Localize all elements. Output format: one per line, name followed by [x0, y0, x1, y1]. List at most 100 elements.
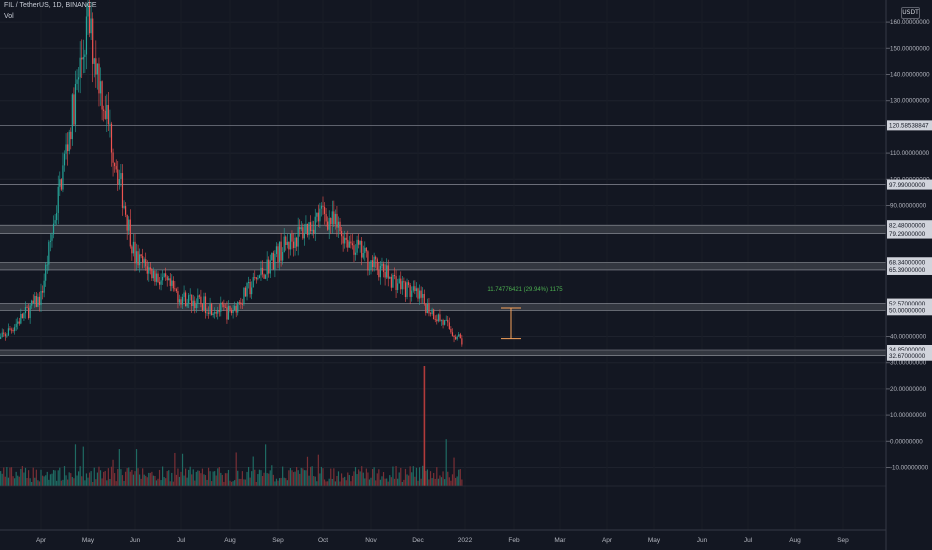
candle-body: [178, 299, 181, 303]
candle-body: [211, 303, 213, 316]
price-axis-labels: 120.58538847 97.99000000 82.48000000 79.290…: [887, 120, 932, 361]
volume-bar: [368, 479, 371, 486]
volume-bar: [214, 471, 216, 486]
volume-bar: [148, 472, 150, 486]
candle-body: [422, 293, 424, 298]
volume-bar: [392, 466, 394, 486]
candle-body: [82, 57, 84, 60]
volume-bar: [106, 480, 108, 486]
candle-body: [447, 319, 449, 323]
candle-body: [303, 233, 305, 239]
volume-bar: [278, 478, 281, 486]
volume-bar: [142, 468, 144, 486]
candle-body: [32, 300, 34, 304]
candle-body: [166, 276, 168, 281]
volume-bar: [348, 475, 350, 486]
volume-bar: [400, 467, 402, 486]
volume-bar: [246, 471, 248, 486]
price-label-box: [887, 220, 932, 231]
candle-body: [317, 212, 319, 222]
candle-body: [120, 173, 122, 179]
candle-body: [40, 290, 42, 306]
volume-bar: [192, 469, 194, 486]
horizontal-levels: [0, 124, 886, 185]
x-tick-label: Nov: [365, 537, 377, 544]
candle-body: [78, 77, 80, 80]
candle-body: [386, 265, 388, 278]
volume-bar: [288, 470, 290, 486]
volume-bar: [234, 480, 236, 486]
price-axis[interactable]: 160.00000000 150.00000000 140.00000000 130.…: [886, 19, 930, 472]
volume-bar: [65, 475, 67, 486]
candle-body: [361, 240, 363, 258]
candle-body: [131, 246, 133, 254]
candle-body: [291, 233, 293, 242]
volume-bar: [261, 476, 264, 486]
volume-bar: [299, 473, 301, 486]
volume-bar: [448, 477, 450, 486]
volume-bar: [451, 474, 454, 486]
volume-bar: [311, 466, 313, 486]
volume-bar: [132, 474, 135, 486]
volume-bar: [114, 473, 116, 486]
volume-bar: [9, 467, 11, 486]
candle-body: [316, 212, 318, 217]
currency-badge[interactable]: USDT: [901, 7, 920, 19]
volume-bar: [117, 469, 119, 486]
volume-bar: [10, 467, 13, 486]
volume-bar: [283, 477, 285, 486]
volume-bar: [350, 481, 352, 486]
candle-body: [12, 329, 14, 332]
volume-bar: [201, 468, 204, 486]
volume-bar: [450, 480, 452, 486]
candle-body: [362, 253, 364, 258]
volume-legend: Vol: [4, 13, 14, 20]
candle-body: [420, 290, 422, 298]
volume-bar: [149, 472, 151, 486]
volume-bar: [112, 459, 114, 486]
candle-body: [10, 329, 13, 331]
volume-bar: [272, 474, 274, 486]
price-label: 68.34000000: [889, 259, 926, 266]
candle-body: [459, 334, 461, 339]
candle-body: [101, 81, 103, 110]
volume-bar: [316, 481, 318, 486]
volume-bar: [425, 470, 427, 486]
candle-body: [398, 278, 400, 284]
candle-body: [195, 303, 197, 309]
candle-body: [140, 254, 142, 257]
volume-bar: [177, 468, 179, 486]
candle-body: [62, 165, 64, 190]
symbol-title[interactable]: FIL / TetherUS, 1D, BINANCE: [4, 2, 97, 9]
volume-bar: [131, 469, 133, 486]
time-axis[interactable]: Apr May Jun Jul Aug Sep Oct Nov Dec 2022 Feb Mar Apr…: [36, 537, 849, 544]
volume-bar: [140, 478, 142, 486]
volume-bar: [204, 475, 207, 486]
volume-bar: [395, 466, 397, 486]
volume-bar: [269, 470, 271, 486]
candle-body: [347, 239, 349, 248]
measure-tool[interactable]: [501, 307, 521, 340]
volume-bar: [403, 479, 405, 486]
volume-bar: [294, 471, 296, 486]
candle-body: [171, 280, 173, 286]
candlesticks: [0, 0, 463, 347]
candle-body: [390, 276, 392, 288]
volume-bar: [411, 472, 413, 486]
volume-bar: [96, 472, 98, 486]
volume-bar: [168, 470, 170, 486]
volume-bar: [379, 479, 381, 486]
candle-body: [137, 251, 139, 266]
volume-bar: [247, 466, 250, 486]
volume-bar: [317, 454, 319, 486]
volume-bar: [128, 467, 130, 486]
volume-bar: [217, 468, 219, 486]
volume-bar: [188, 469, 190, 486]
candle-body: [35, 295, 37, 307]
candle-body: [4, 333, 6, 337]
price-label: 65.39000000: [889, 267, 926, 274]
candle-body: [359, 240, 361, 245]
candle-body: [237, 302, 239, 313]
volume-bar: [251, 471, 253, 486]
